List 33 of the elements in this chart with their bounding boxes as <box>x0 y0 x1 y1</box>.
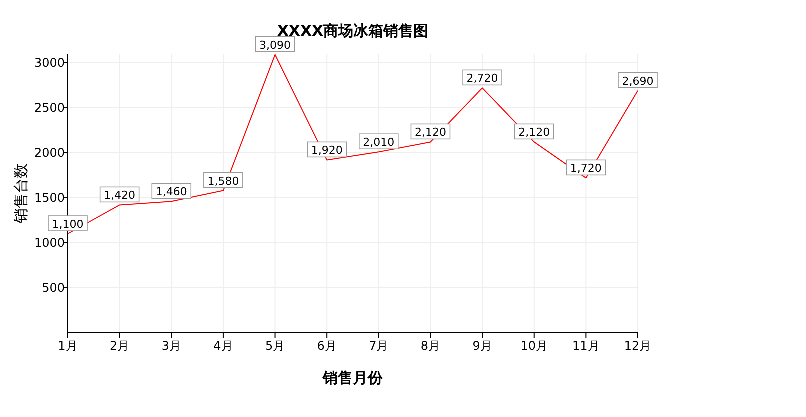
data-label: 1,920 <box>311 144 343 158</box>
y-axis-title: 销售台数 <box>12 164 30 224</box>
y-tick-label: 2000 <box>34 146 65 160</box>
data-label: 2,120 <box>414 126 446 140</box>
x-axis-title: 销售月份 <box>322 369 384 387</box>
data-label: 1,100 <box>52 218 84 231</box>
chart-title: XXXX商场冰箱销售图 <box>277 22 429 40</box>
y-tick-label: 2500 <box>34 101 65 115</box>
x-tick-label: 10月 <box>520 339 548 353</box>
data-label: 1,420 <box>104 189 136 202</box>
data-label: 2,120 <box>518 126 550 140</box>
y-tick-label: 1000 <box>34 236 65 250</box>
data-label: 1,580 <box>208 174 240 188</box>
x-tick-label: 7月 <box>369 339 389 353</box>
y-tick-label: 500 <box>42 281 65 295</box>
x-tick-label: 5月 <box>265 339 286 353</box>
x-tick-label: 1月 <box>58 339 78 353</box>
y-tick-label: 3000 <box>34 56 65 70</box>
x-tick-label: 4月 <box>214 339 234 353</box>
x-tick-label: 2月 <box>110 339 130 353</box>
x-tick-label: 6月 <box>317 339 337 353</box>
data-label: 2,690 <box>622 74 654 88</box>
data-label: 1,720 <box>570 162 602 176</box>
data-label: 2,010 <box>363 136 395 150</box>
x-tick-label: 11月 <box>572 339 600 353</box>
x-tick-label: 12月 <box>624 339 652 353</box>
data-label: 1,460 <box>156 186 188 199</box>
x-tick-label: 3月 <box>162 339 182 353</box>
x-tick-label: 8月 <box>420 339 441 353</box>
y-tick-label: 1500 <box>34 191 65 205</box>
x-tick-label: 9月 <box>472 339 492 353</box>
data-label: 2,720 <box>466 72 498 86</box>
data-label: 3,090 <box>260 38 292 52</box>
